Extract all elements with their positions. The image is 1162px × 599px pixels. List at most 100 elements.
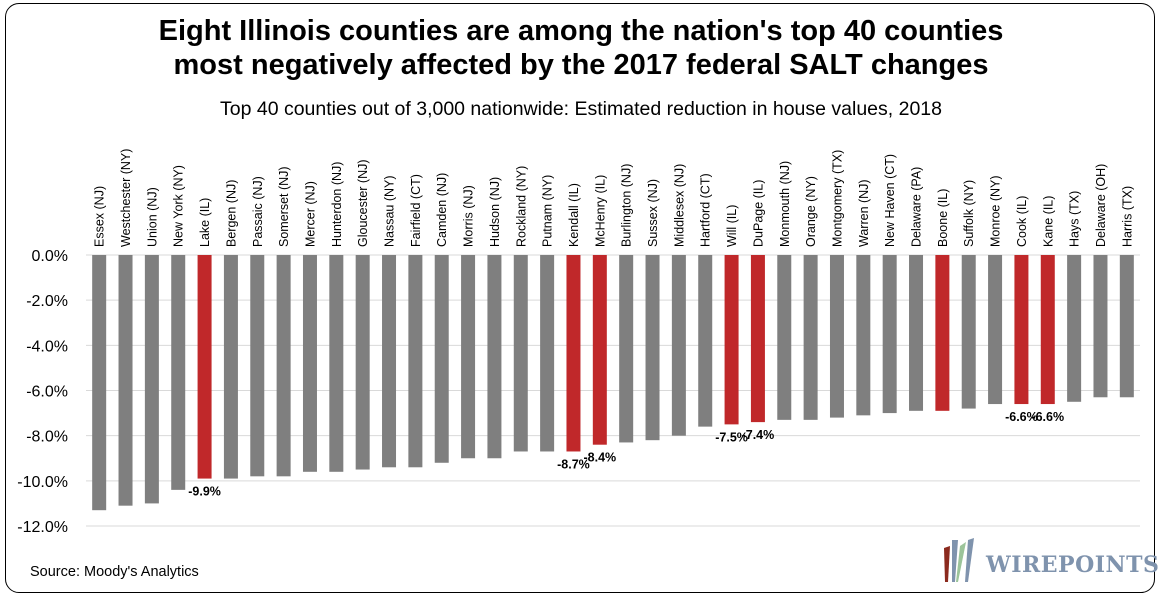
y-tick-label: -12.0%	[17, 519, 68, 536]
x-tick-label: Kane (IL)	[1041, 196, 1055, 247]
bar	[540, 255, 555, 452]
x-tick-label: Middlesex (NJ)	[672, 164, 686, 247]
bar	[1014, 255, 1029, 405]
bar	[171, 255, 186, 490]
x-tick-label: Union (NJ)	[145, 187, 159, 247]
x-tick-label: Essex (NJ)	[93, 186, 107, 247]
bar	[329, 255, 344, 472]
y-tick-label: -6.0%	[26, 384, 68, 401]
logo-text: WIREPOINTS	[986, 552, 1160, 578]
bar	[382, 255, 397, 468]
x-tick-label: Delaware (OH)	[1094, 164, 1108, 247]
bar	[223, 255, 238, 479]
title-line-1: Eight Illinois counties are among the na…	[158, 15, 1004, 47]
x-tick-label: Gloucester (NJ)	[356, 159, 370, 247]
bar	[92, 255, 107, 511]
title-line-2: most negatively affected by the 2017 fed…	[173, 49, 989, 81]
data-label: -6.6%	[1031, 410, 1064, 424]
x-tick-label: Nassau (NY)	[383, 175, 397, 247]
x-tick-label: Passaic (NJ)	[251, 176, 265, 247]
chart-title: Eight Illinois counties are among the na…	[0, 14, 1162, 82]
x-tick-label: Cook (IL)	[1015, 196, 1029, 247]
x-tick-label: Hunterdon (NJ)	[330, 162, 344, 247]
wirepoints-logo: WIREPOINTS	[938, 534, 1159, 584]
y-tick-label: -2.0%	[26, 293, 68, 310]
x-tick-label: Camden (NJ)	[435, 173, 449, 247]
x-tick-label: Will (IL)	[725, 205, 739, 247]
data-label: -8.7%	[557, 457, 590, 471]
bar	[961, 255, 976, 409]
x-tick-label: Suffolk (NY)	[962, 180, 976, 247]
x-tick-label: Somerset (NJ)	[277, 166, 291, 247]
bar	[645, 255, 660, 441]
data-label: -9.9%	[188, 485, 221, 499]
x-tick-label: Monmouth (NJ)	[778, 161, 792, 247]
x-tick-label: Hartford (CT)	[699, 173, 713, 247]
bar	[434, 255, 449, 463]
bar	[355, 255, 370, 470]
x-tick-label: McHenry (IL)	[593, 175, 607, 247]
bar	[197, 255, 212, 479]
x-tick-label: Westchester (NY)	[119, 149, 133, 247]
x-tick-label: Bergen (NJ)	[224, 180, 238, 247]
bar	[461, 255, 476, 459]
x-tick-label: Morris (NJ)	[462, 185, 476, 247]
bar	[803, 255, 818, 420]
bar	[777, 255, 792, 420]
x-tick-label: Orange (NY)	[804, 176, 818, 247]
wirepoints-logo-icon	[944, 538, 974, 582]
bar	[698, 255, 713, 427]
x-tick-label: Boone (IL)	[936, 189, 950, 247]
bar	[724, 255, 739, 425]
x-tick-label: Montgomery (TX)	[830, 150, 844, 247]
bar	[1119, 255, 1134, 398]
bar	[856, 255, 871, 416]
x-tick-label: DuPage (IL)	[751, 180, 765, 247]
x-tick-label: Lake (IL)	[198, 198, 212, 247]
y-tick-label: 0.0%	[32, 248, 68, 265]
bar	[1067, 255, 1082, 402]
bar	[671, 255, 686, 436]
bar	[909, 255, 924, 411]
chart-frame	[5, 3, 1155, 593]
x-tick-label: Monroe (NY)	[989, 175, 1003, 247]
x-tick-label: Kendall (IL)	[567, 183, 581, 247]
bar	[829, 255, 844, 418]
source-note: Source: Moody's Analytics	[30, 564, 199, 580]
bar	[144, 255, 159, 504]
bar	[988, 255, 1003, 405]
chart-subtitle: Top 40 counties out of 3,000 nationwide:…	[220, 98, 942, 120]
x-tick-label: Hudson (NJ)	[488, 177, 502, 247]
bar	[935, 255, 950, 411]
bar	[408, 255, 423, 468]
x-tick-label: Delaware (PA)	[910, 167, 924, 247]
bar	[750, 255, 765, 423]
data-label: -8.4%	[583, 451, 616, 465]
x-tick-label: Putnam (NY)	[541, 175, 555, 247]
bar	[276, 255, 291, 477]
y-tick-label: -8.0%	[26, 429, 68, 446]
x-tick-label: Fairfield (CT)	[409, 174, 423, 247]
bar	[487, 255, 502, 459]
bar	[513, 255, 528, 452]
bar	[566, 255, 581, 452]
x-tick-label: Burlington (NJ)	[620, 164, 634, 247]
data-label: -7.4%	[742, 428, 775, 442]
x-tick-label: New York (NY)	[172, 165, 186, 247]
x-tick-label: Harris (TX)	[1120, 186, 1134, 247]
data-label: -7.5%	[715, 430, 748, 444]
bar	[882, 255, 897, 414]
bar	[592, 255, 607, 445]
x-tick-label: Warren (NJ)	[857, 179, 871, 247]
y-tick-label: -4.0%	[26, 338, 68, 355]
bar	[302, 255, 317, 472]
y-tick-label: -10.0%	[17, 474, 68, 491]
data-label: -6.6%	[1005, 410, 1038, 424]
x-tick-label: Sussex (NJ)	[646, 179, 660, 247]
x-tick-label: Rockland (NY)	[514, 166, 528, 247]
bar	[118, 255, 133, 506]
x-tick-label: New Haven (CT)	[883, 154, 897, 247]
bar	[1093, 255, 1108, 398]
bar	[619, 255, 634, 443]
